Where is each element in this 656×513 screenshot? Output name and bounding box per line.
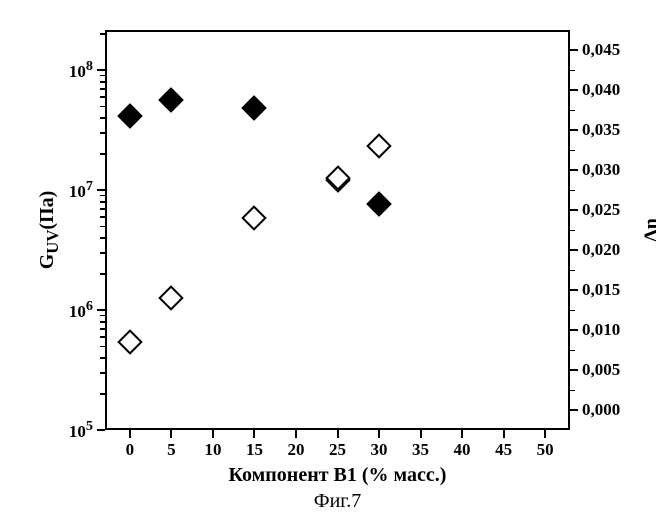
x-tick-label: 30 <box>371 440 388 460</box>
x-tick <box>461 430 463 438</box>
y-right-minor-tick <box>570 150 575 152</box>
x-tick <box>170 430 172 438</box>
y-right-minor-tick <box>570 70 575 72</box>
y-left-minor-tick <box>100 226 105 228</box>
y-right-axis-label: Δn <box>640 218 656 242</box>
y-right-tick <box>570 209 578 211</box>
x-tick-label: 40 <box>454 440 471 460</box>
y-right-tick-label: 0,005 <box>582 360 620 380</box>
y-left-minor-tick <box>100 132 105 134</box>
y-left-minor-tick <box>100 372 105 374</box>
y-right-minor-tick <box>570 190 575 192</box>
y-right-tick <box>570 129 578 131</box>
x-tick <box>503 430 505 438</box>
x-tick <box>295 430 297 438</box>
x-tick <box>544 430 546 438</box>
y-left-minor-tick <box>100 346 105 348</box>
y-right-tick <box>570 89 578 91</box>
y-right-minor-tick <box>570 230 575 232</box>
y-left-minor-tick <box>100 237 105 239</box>
y-right-minor-tick <box>570 310 575 312</box>
y-right-minor-tick <box>570 390 575 392</box>
x-tick <box>253 430 255 438</box>
x-tick-label: 10 <box>204 440 221 460</box>
y-right-tick-label: 0,015 <box>582 280 620 300</box>
y-right-tick <box>570 329 578 331</box>
x-axis-label: Компонент B1 (% масс.) <box>229 464 447 487</box>
y-left-axis-label: GUV(Па) <box>36 191 63 270</box>
y-right-tick <box>570 249 578 251</box>
y-left-tick <box>97 309 105 311</box>
y-right-tick <box>570 369 578 371</box>
y-left-minor-tick <box>100 208 105 210</box>
y-right-tick-label: 0,025 <box>582 200 620 220</box>
y-left-minor-tick <box>100 357 105 359</box>
y-left-tick-label: 107 <box>69 178 93 202</box>
figure-root: GUV(Па) Δn Компонент B1 (% масс.) Фиг.7 … <box>0 0 656 500</box>
x-tick-label: 5 <box>167 440 176 460</box>
y-right-tick <box>570 289 578 291</box>
y-left-minor-tick <box>100 252 105 254</box>
y-left-tick <box>97 69 105 71</box>
y-right-tick-label: 0,035 <box>582 120 620 140</box>
x-tick <box>420 430 422 438</box>
y-right-tick <box>570 409 578 411</box>
x-tick-label: 45 <box>495 440 512 460</box>
plot-area <box>105 30 570 430</box>
y-left-tick <box>97 189 105 191</box>
figure-caption: Фиг.7 <box>314 490 361 513</box>
y-left-minor-tick <box>100 33 105 35</box>
y-left-minor-tick <box>100 96 105 98</box>
x-tick <box>337 430 339 438</box>
y-left-tick <box>97 429 105 431</box>
x-tick <box>212 430 214 438</box>
y-left-minor-tick <box>100 216 105 218</box>
x-tick-label: 25 <box>329 440 346 460</box>
y-right-tick <box>570 169 578 171</box>
y-right-tick-label: 0,045 <box>582 40 620 60</box>
y-right-minor-tick <box>570 110 575 112</box>
y-right-tick-label: 0,040 <box>582 80 620 100</box>
y-left-minor-tick <box>100 321 105 323</box>
y-left-minor-tick <box>100 88 105 90</box>
x-tick <box>129 430 131 438</box>
y-right-minor-tick <box>570 350 575 352</box>
y-right-tick-label: 0,030 <box>582 160 620 180</box>
y-left-tick-label: 108 <box>69 58 93 82</box>
y-left-minor-tick <box>100 153 105 155</box>
y-left-minor-tick <box>100 393 105 395</box>
x-tick-label: 0 <box>126 440 135 460</box>
y-left-minor-tick <box>100 75 105 77</box>
y-left-tick-label: 105 <box>69 418 93 442</box>
y-left-minor-tick <box>100 106 105 108</box>
y-right-tick-label: 0,010 <box>582 320 620 340</box>
y-left-minor-tick <box>100 195 105 197</box>
y-left-minor-tick <box>100 328 105 330</box>
y-right-minor-tick <box>570 270 575 272</box>
x-tick-label: 50 <box>537 440 554 460</box>
y-left-minor-tick <box>100 117 105 119</box>
y-left-tick-label: 106 <box>69 298 93 322</box>
y-right-tick-label: 0,020 <box>582 240 620 260</box>
y-left-minor-tick <box>100 315 105 317</box>
x-tick-label: 35 <box>412 440 429 460</box>
y-left-minor-tick <box>100 336 105 338</box>
y-left-minor-tick <box>100 201 105 203</box>
x-tick-label: 15 <box>246 440 263 460</box>
y-left-minor-tick <box>100 81 105 83</box>
y-right-tick <box>570 49 578 51</box>
x-tick-label: 20 <box>287 440 304 460</box>
y-right-tick-label: 0,000 <box>582 400 620 420</box>
x-tick <box>378 430 380 438</box>
y-left-minor-tick <box>100 273 105 275</box>
